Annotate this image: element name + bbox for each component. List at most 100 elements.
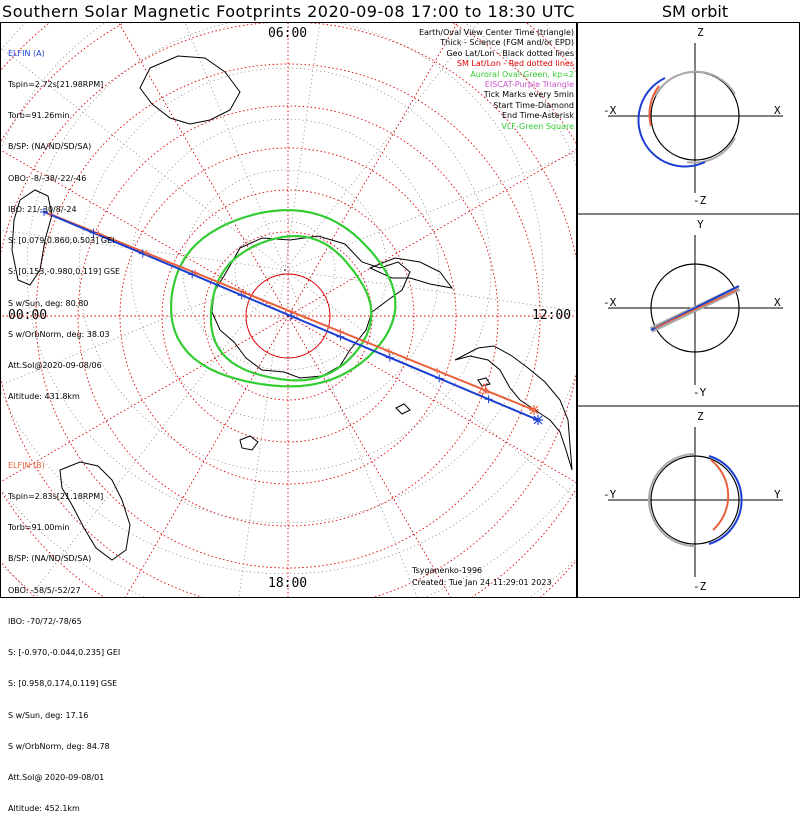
orbit-panel-title: SM orbit	[661, 2, 729, 21]
elfin-a-info: ELFIN (A) Tspin=2.72s[21.98RPM] Torb=91.…	[8, 28, 120, 413]
created-timestamp: Created: Tue Jan 24 11:29:01 2023	[412, 578, 552, 587]
elfin-b-tick	[240, 289, 247, 296]
geo-latitude-circle	[234, 220, 336, 320]
orbit-path-gray	[686, 137, 736, 164]
elfin-a-tick	[287, 312, 295, 320]
elfin-b-line: S w/Sun, deg: 17.16	[8, 710, 89, 720]
geo-longitude-line	[284, 23, 479, 271]
orbit2-label-left: -Y	[603, 488, 617, 501]
orbit-path-b	[710, 459, 730, 531]
land-outline	[59, 461, 131, 561]
geo-longitude-line	[284, 152, 576, 271]
orbit-panel-yz	[608, 427, 783, 577]
time-label-right: 12:00	[532, 308, 572, 323]
orbit-path-gray	[648, 453, 696, 547]
elfin-b-line: B/SP: (NA/ND/SD/SA)	[8, 554, 92, 564]
geo-longitude-line	[1, 229, 286, 271]
elfin-a-tick	[385, 353, 394, 362]
geo-latitude-circle	[26, 23, 544, 524]
geo-longitude-line	[284, 269, 576, 498]
land-outline	[368, 257, 454, 289]
elfin-a-name: ELFIN (A)	[8, 48, 45, 58]
orbit-path-b	[654, 289, 738, 329]
elfin-a-line: S w/Sun, deg: 80.80	[8, 298, 89, 308]
footprint-tracks	[40, 208, 543, 425]
land-outline	[211, 235, 411, 379]
elfin-a-line: Altitude: 431.8km	[8, 392, 80, 402]
orbit1-label-top: Y	[697, 218, 704, 231]
time-label-top: 06:00	[268, 26, 308, 41]
elfin-a-line: OBO: -8/-38/-22/-46	[8, 173, 87, 183]
elfin-a-line: Torb=91.26min	[8, 111, 70, 121]
legend-item: Geo Lat/Lon - Black dotted lines	[446, 48, 574, 58]
elfin-a-tick	[89, 228, 98, 237]
legend-item: Auroral Oval-Green, kp=2	[470, 69, 574, 79]
sm-latitude-circle	[161, 189, 415, 443]
legend-item: End Time-Asterisk	[501, 111, 574, 121]
elfin-b-line: Att.Sol@ 2020-09-08/01	[8, 773, 105, 782]
land-outline	[11, 189, 53, 286]
sm-latitude-circle	[77, 105, 499, 527]
elfin-b-name: ELFIN (B)	[8, 460, 45, 470]
land-outline	[239, 435, 259, 451]
orbit2-label-right: Y	[774, 488, 781, 501]
orbit-path-b	[648, 85, 660, 127]
elfin-b-line: S: [0.958,0.174,0.119] GSE	[8, 679, 118, 689]
earth-circle	[650, 263, 740, 353]
legend-item: EISCAT-Purple Triangle	[484, 80, 574, 90]
sm-pole-circle	[245, 273, 331, 359]
elfin-a-tick	[435, 374, 444, 383]
elfin-b-line: S: [-0.970,-0.044,0.235] GEI	[8, 648, 121, 658]
time-label-left: 00:00	[8, 308, 48, 323]
geo-longitude-line	[284, 269, 418, 597]
elfin-a-line: B/SP: (NA/ND/SD/SA)	[8, 142, 92, 152]
land-outline	[454, 345, 573, 471]
elfin-b-info: ELFIN (B) Tspin=2.83s[21.18RPM] Torb=91.…	[8, 440, 120, 825]
elfin-b-tick	[192, 269, 199, 276]
orbit1-label-left: -X	[603, 296, 617, 309]
orbit-path-a	[637, 77, 706, 168]
auroral-oval-outer	[169, 209, 397, 388]
elfin-b-line: Torb=91.00min	[8, 523, 70, 533]
end-asterisk	[533, 415, 543, 425]
orbit-panel-xz	[608, 43, 783, 193]
elfin-a-line: S: [0.079,0.860,0.503] GEI	[8, 236, 115, 246]
elfin-b-tick	[143, 250, 150, 257]
orbit0-label-left: -X	[603, 104, 617, 117]
elfin-b-tick	[434, 367, 441, 374]
elfin-a-line: Tspin=2.72s[21.98RPM]	[8, 80, 104, 90]
orbit1-label-right: X	[774, 296, 781, 309]
legend: Earth/Oval View Center Time (triangle) Th…	[419, 28, 574, 132]
time-label-bottom: 18:00	[268, 576, 308, 591]
elfin-a-line: Att.Sol@2020-09-08/06	[8, 361, 102, 370]
elfin-a-tick	[40, 208, 48, 216]
legend-item: Thick - Science (FGM and/or EPD)	[440, 38, 574, 48]
elfin-b-line: OBO: -58/5/-52/27	[8, 585, 81, 595]
elfin-a-tick	[484, 395, 493, 404]
model-label: Tsyganenko-1996	[412, 566, 483, 575]
end-asterisk	[529, 405, 539, 415]
legend-item: Start Time-Diamond	[493, 100, 574, 110]
elfin-b-tick	[95, 230, 102, 237]
elfin-b-line: S w/OrbNorm, deg: 84.78	[8, 741, 110, 751]
elfin-a-line: IBO: 21/-30/8/-24	[8, 204, 77, 214]
orbit-path-gray	[654, 70, 736, 97]
orbit-path-a	[708, 455, 743, 545]
orbit0-label-bottom: -Z	[693, 194, 707, 207]
orbit-panel-xy	[608, 235, 783, 385]
geo-longitude-line	[238, 269, 286, 597]
orbit2-label-bottom: -Z	[693, 580, 707, 593]
geo-latitude-circle	[78, 67, 492, 473]
legend-item: SM Lat/Lon - Red dotted lines	[456, 59, 574, 69]
legend-item: Tick Marks every 5min	[483, 90, 574, 100]
orbit0-label-top: Z	[697, 26, 704, 39]
orbit0-label-right: X	[774, 104, 781, 117]
orbit2-label-top: Z	[697, 410, 704, 423]
elfin-a-line: S w/OrbNorm, deg: 38.03	[8, 329, 110, 339]
geo-longitude-line	[284, 269, 576, 312]
elfin-b-line: Tspin=2.83s[21.18RPM]	[8, 492, 104, 502]
elfin-a-line: S: [0.153,-0.980,0.119] GSE	[8, 267, 121, 277]
land-outline	[139, 55, 241, 125]
elfin-b-tick	[337, 328, 344, 335]
page-title: Southern Solar Magnetic Footprints 2020-…	[2, 2, 575, 21]
